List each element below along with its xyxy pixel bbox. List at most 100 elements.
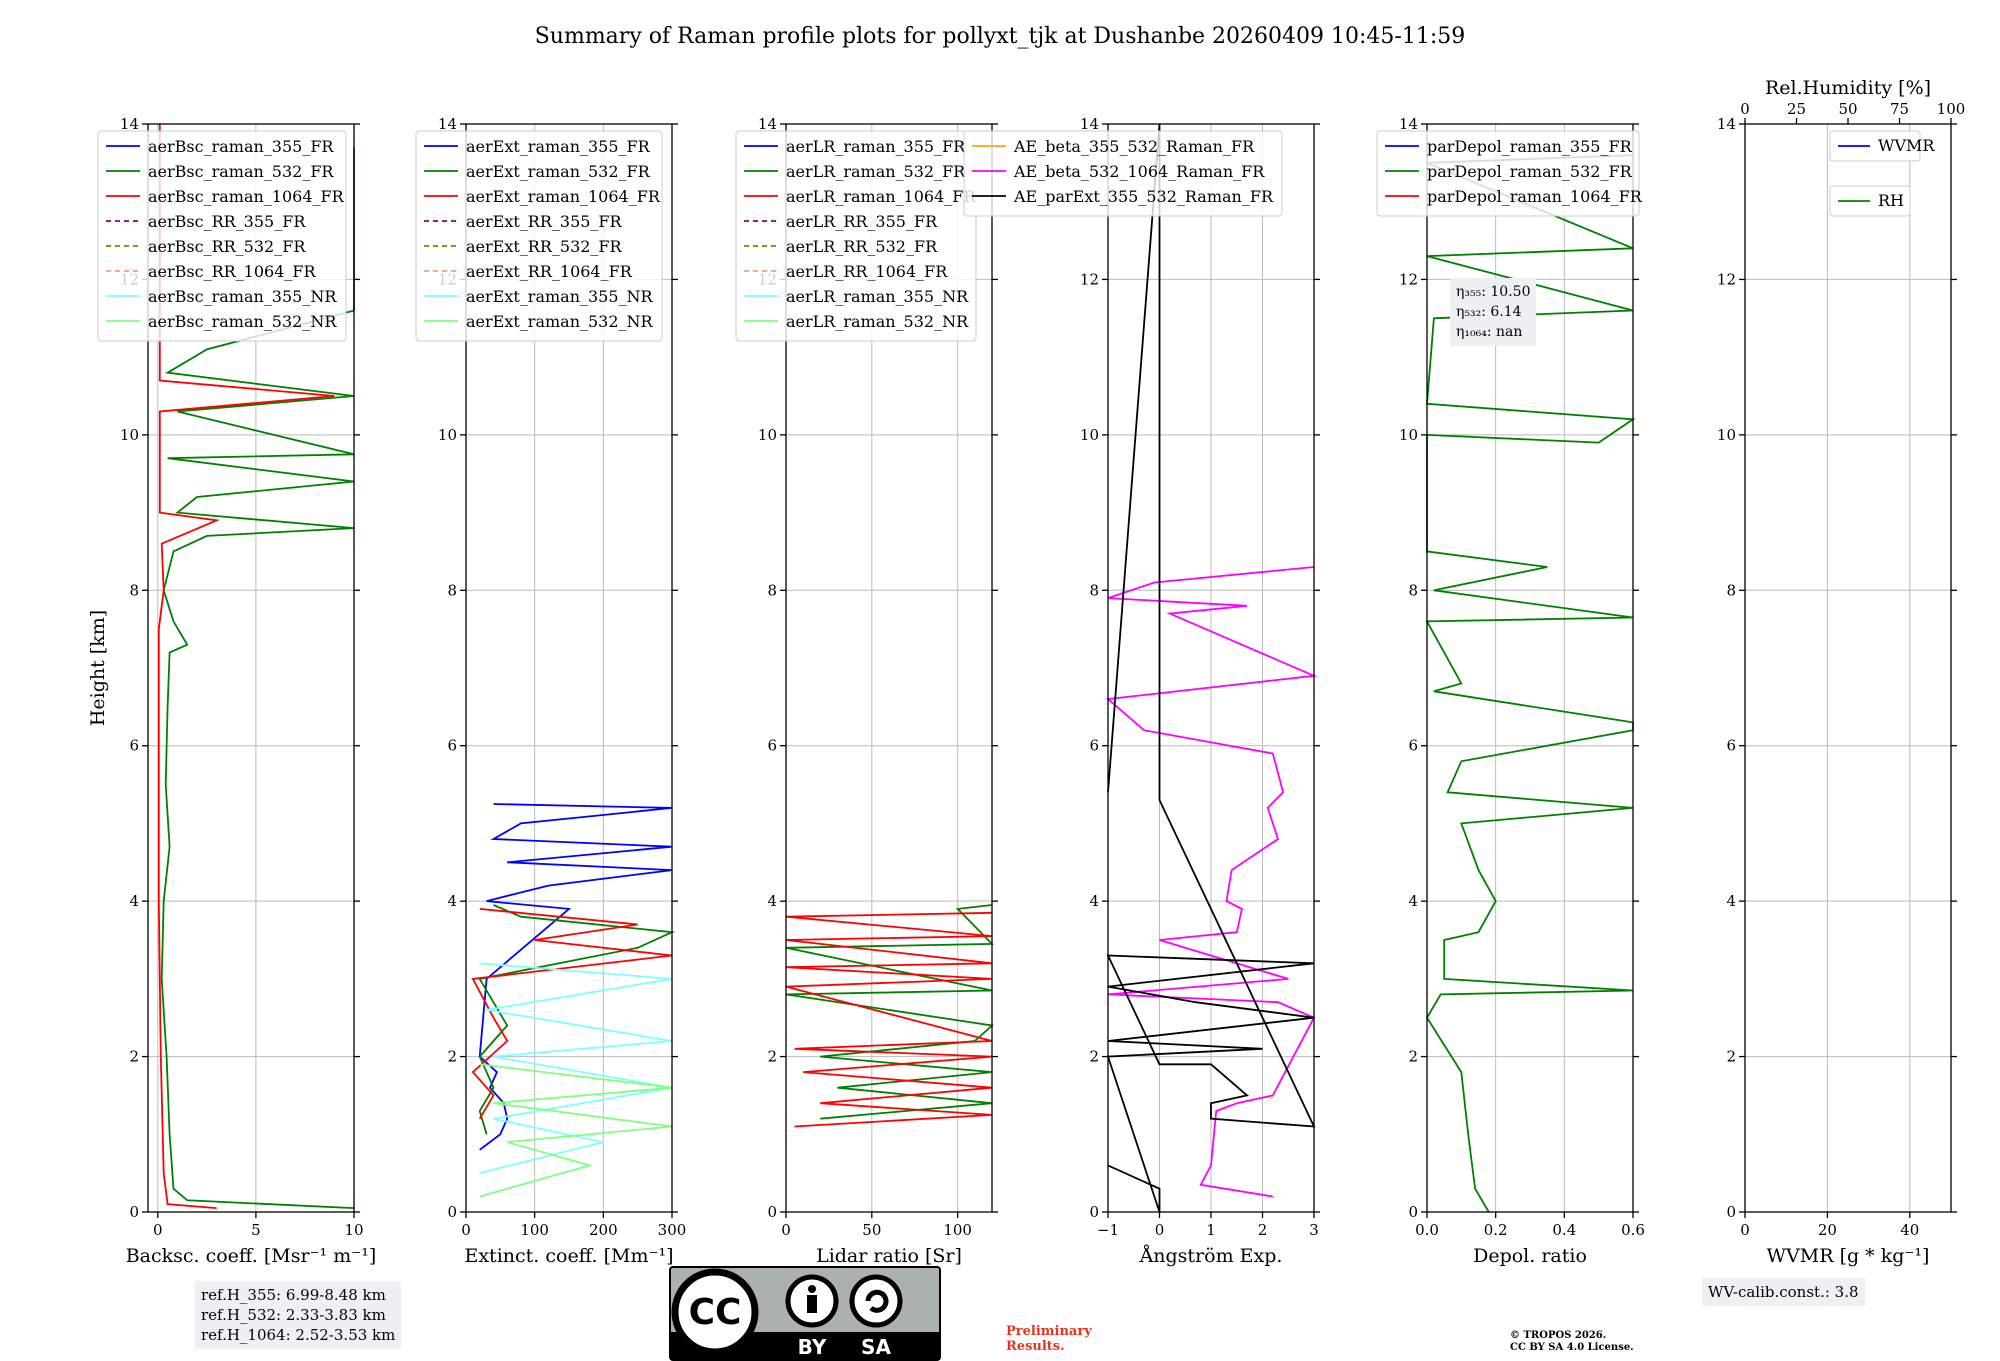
wv-calib-box: WV-calib.const.: 3.8 xyxy=(1702,1278,1865,1306)
y-tick-label: 12 xyxy=(1399,270,1418,288)
preliminary-line-2: Results. xyxy=(1006,1339,1065,1354)
legend-label: aerLR_raman_532_FR xyxy=(786,162,966,181)
y-tick-label: 14 xyxy=(1080,115,1099,133)
x-tick-label: 10 xyxy=(344,1221,363,1239)
x-axis-label: WVMR [g * kg⁻¹] xyxy=(1767,1245,1930,1267)
x-axis-label: Backsc. coeff. [Msr⁻¹ m⁻¹] xyxy=(126,1245,377,1267)
legend-label: aerExt_raman_532_FR xyxy=(466,162,651,181)
x-tick-label: 3 xyxy=(1309,1221,1319,1239)
y-tick-label: 4 xyxy=(129,892,139,910)
series-line-aerExt_raman_355_NR xyxy=(479,962,673,1174)
x-axis-label: Lidar ratio [Sr] xyxy=(816,1245,962,1267)
y-tick-label: 0 xyxy=(129,1203,139,1221)
y-tick-label: 4 xyxy=(767,892,777,910)
legend-label: aerLR_raman_1064_FR xyxy=(786,187,976,206)
series-line-AE_beta_532_1064_Raman_FR xyxy=(1105,566,1318,1198)
cc-text: CC xyxy=(689,1292,742,1333)
legend-label: aerExt_RR_532_FR xyxy=(466,237,623,256)
series-group xyxy=(1105,123,1318,1213)
x-tick-label: −1 xyxy=(1097,1221,1119,1239)
y-tick-label: 10 xyxy=(120,426,139,444)
legend: aerLR_raman_355_FR aerLR_raman_532_FR aerL… xyxy=(735,130,977,342)
y-tick-label: 2 xyxy=(1089,1048,1099,1066)
legend-label: aerExt_raman_355_NR xyxy=(466,287,654,306)
x2-tick-label: 0 xyxy=(1740,100,1750,118)
legend-label: aerExt_raman_1064_FR xyxy=(466,187,661,206)
y-tick-label: 2 xyxy=(1726,1048,1736,1066)
figure-title: Summary of Raman profile plots for polly… xyxy=(535,24,1466,49)
plot-frame xyxy=(1426,123,1634,1213)
series-group xyxy=(157,124,355,1209)
eta-532: η₅₃₂: 6.14 xyxy=(1456,304,1522,320)
legend-box xyxy=(1376,130,1640,217)
y-tick-label: 0 xyxy=(1089,1203,1099,1221)
series-line-AE_parExt_355_532_Raman_FR xyxy=(1106,123,1316,1213)
x-tick-label: 0.2 xyxy=(1484,1221,1508,1239)
cc-sa-text: SA xyxy=(861,1335,891,1359)
legend-label: aerBsc_RR_1064_FR xyxy=(148,262,317,281)
x-tick-label: 40 xyxy=(1900,1221,1919,1239)
x2-tick-label: 25 xyxy=(1787,100,1806,118)
y-tick-label: 6 xyxy=(447,737,457,755)
legend-label: aerBsc_raman_355_FR xyxy=(148,137,334,156)
legend-label: aerBsc_raman_532_FR xyxy=(148,162,334,181)
x2-tick-label: 75 xyxy=(1890,100,1909,118)
series-group xyxy=(785,904,995,1128)
y-tick-label: 10 xyxy=(1399,426,1418,444)
y-tick-label: 10 xyxy=(1080,426,1099,444)
legend-box xyxy=(1829,130,1921,162)
series-line-aerExt_raman_532_FR xyxy=(478,904,676,1135)
y-tick-label: 10 xyxy=(1717,426,1736,444)
y-tick-label: 8 xyxy=(767,581,777,599)
x-axis-label: Extinct. coeff. [Mm⁻¹] xyxy=(464,1245,673,1267)
y-axis-label: Height [km] xyxy=(87,610,109,726)
legend-label: parDepol_raman_1064_FR xyxy=(1427,187,1643,206)
legend-label: aerLR_RR_1064_FR xyxy=(786,262,948,281)
legend-label: aerExt_RR_355_FR xyxy=(466,212,623,231)
y-tick-label: 14 xyxy=(1717,115,1736,133)
y-tick-label: 14 xyxy=(758,115,777,133)
eta-355: η₃₅₅: 10.50 xyxy=(1456,284,1531,300)
series-line-aerLR_raman_1064_FR xyxy=(785,911,993,1128)
x-tick-label: 2 xyxy=(1258,1221,1268,1239)
series-line-aerBsc_raman_532_FR xyxy=(160,147,355,1209)
legend-label: aerExt_raman_532_NR xyxy=(466,312,654,331)
y-tick-label: 4 xyxy=(1089,892,1099,910)
legend-box xyxy=(97,130,347,342)
y-tick-label: 14 xyxy=(1399,115,1418,133)
x-axis-label: Ångström Exp. xyxy=(1139,1245,1283,1267)
plot-frame xyxy=(465,123,673,1213)
series-group xyxy=(471,803,676,1198)
panel-ext: 024681012140100200300Extinct. coeff. [Mm… xyxy=(415,115,686,1267)
series-line-aerBsc_raman_1064_FR xyxy=(157,124,335,1209)
ref-h-355: ref.H_355: 6.99-8.48 km xyxy=(201,1286,386,1304)
panel-bsc: 024681012140510Backsc. coeff. [Msr⁻¹ m⁻¹… xyxy=(87,115,376,1267)
legend: parDepol_raman_355_FR parDepol_raman_532_… xyxy=(1376,130,1643,217)
y-tick-label: 8 xyxy=(447,581,457,599)
x-tick-label: 0.4 xyxy=(1552,1221,1576,1239)
preliminary-note: Preliminary Results. xyxy=(1006,1324,1092,1354)
y-tick-label: 4 xyxy=(1408,892,1418,910)
legend-box xyxy=(963,130,1283,217)
y-tick-label: 8 xyxy=(1408,581,1418,599)
y-tick-label: 4 xyxy=(447,892,457,910)
x-tick-label: 1 xyxy=(1206,1221,1216,1239)
plot-frame xyxy=(785,123,993,1213)
y-tick-label: 6 xyxy=(1408,737,1418,755)
y-tick-label: 8 xyxy=(129,581,139,599)
eta-box: η₃₅₅: 10.50 η₅₃₂: 6.14 η₁₀₆₄: nan xyxy=(1450,278,1537,346)
legend-label: RH xyxy=(1878,191,1904,210)
y-tick-label: 0 xyxy=(767,1203,777,1221)
y-tick-label: 14 xyxy=(438,115,457,133)
y-tick-label: 12 xyxy=(1080,270,1099,288)
legend-label: AE_parExt_355_532_Raman_FR xyxy=(1013,187,1274,206)
x-tick-label: 0 xyxy=(461,1221,471,1239)
legend-label: aerBsc_raman_355_NR xyxy=(148,287,337,306)
copyright-line-1: © TROPOS 2026. xyxy=(1510,1330,1607,1341)
y-tick-label: 0 xyxy=(1726,1203,1736,1221)
legend-label: aerLR_raman_355_NR xyxy=(786,287,969,306)
y-tick-label: 2 xyxy=(447,1048,457,1066)
legend-label: aerLR_RR_532_FR xyxy=(786,237,938,256)
panel-lr: 02468101214050100Lidar ratio [Sr]aerLR_r… xyxy=(735,115,998,1267)
